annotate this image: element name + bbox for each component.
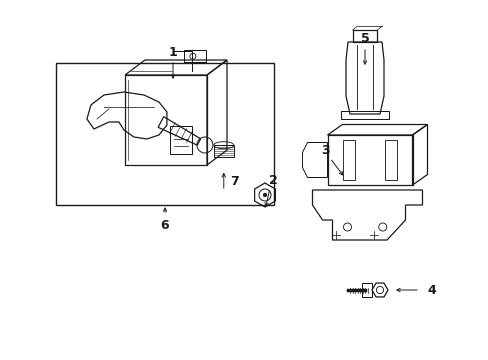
Text: 4: 4 [426,284,435,297]
Text: 1: 1 [168,45,177,59]
Text: 5: 5 [360,32,368,45]
Bar [56,63,273,205]
Text: 6: 6 [161,219,169,232]
Text: 3: 3 [320,144,328,157]
Text: 7: 7 [230,175,239,188]
Text: 2: 2 [268,174,277,186]
Circle shape [263,193,266,197]
